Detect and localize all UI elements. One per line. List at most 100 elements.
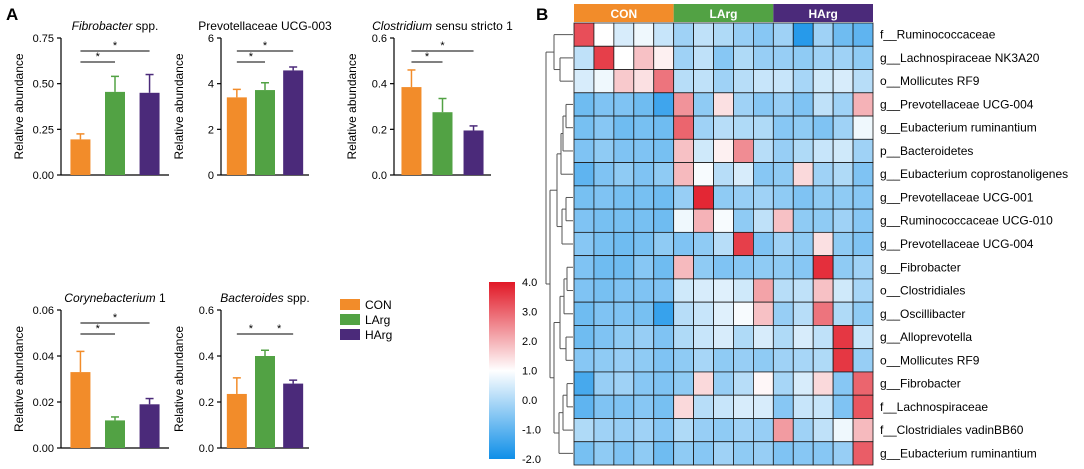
heatmap-cell [593, 162, 615, 187]
heatmap-cell [733, 115, 754, 140]
y-axis-label: Relative abundance [12, 53, 26, 159]
heatmap-cell [753, 138, 774, 163]
heatmap-cell [713, 115, 734, 140]
significance-star: * [440, 40, 445, 52]
heatmap-cell [693, 348, 714, 373]
heatmap-cell [832, 278, 854, 303]
heatmap-cell [613, 138, 635, 163]
heatmap-cell [852, 255, 874, 280]
heatmap-cell [733, 92, 754, 117]
heatmap-cell [693, 208, 714, 233]
heatmap-cell [633, 92, 655, 117]
heatmap-cell [573, 418, 595, 443]
heatmap-cell [812, 185, 834, 210]
heatmap-cell [593, 45, 615, 70]
y-tick-label: 0.02 [33, 397, 54, 409]
heatmap-cell [573, 255, 595, 280]
heatmap-cell [593, 348, 615, 373]
panel-b-heatmap: CON LArg HArg f__Ruminococcaceae g__Lachnosp… [489, 4, 1068, 466]
heatmap-cell [832, 92, 854, 117]
bar-LArg [105, 91, 125, 175]
significance-star: * [249, 323, 254, 335]
group-header-CON [574, 4, 674, 22]
heatmap-cell [832, 185, 854, 210]
heatmap-cell [573, 441, 595, 466]
heatmap-cell [713, 138, 734, 163]
heatmap-cell [753, 115, 774, 140]
heatmap-cell [753, 394, 774, 419]
heatmap-cell [673, 92, 695, 117]
chart-title-part: spp. [132, 19, 158, 33]
row-label: f__Clostridiales vadinBB60 [880, 423, 1024, 437]
heatmap-cell [633, 115, 655, 140]
heatmap-cell [673, 301, 695, 326]
heatmap-cell [832, 325, 854, 350]
colorbar-tick-label: 0.0 [522, 395, 537, 407]
y-tick-label: 0.0 [199, 443, 214, 455]
heatmap-cell [733, 371, 754, 396]
heatmap-cell [593, 371, 615, 396]
heatmap-cell [693, 185, 714, 210]
heatmap-cell [852, 185, 874, 210]
colorbar-tick-label: -2.0 [522, 454, 541, 466]
heatmap-cell [613, 325, 635, 350]
heatmap-cell [832, 45, 854, 70]
significance-star: * [277, 323, 282, 335]
heatmap-cell [852, 138, 874, 163]
heatmap-cell [713, 185, 734, 210]
group-header-label-HArg: HArg [808, 7, 837, 21]
heatmap-cell [772, 92, 794, 117]
significance-star: * [96, 51, 101, 63]
heatmap-cell [573, 278, 595, 303]
y-tick-label: 0.25 [33, 124, 54, 136]
heatmap-cell [733, 255, 754, 280]
heatmap-cell [832, 371, 854, 396]
heatmap-cell [832, 394, 854, 419]
heatmap-cell [733, 231, 754, 257]
heatmap-cell [713, 255, 734, 280]
heatmap-cell [772, 231, 794, 257]
heatmap-cell [832, 441, 854, 466]
heatmap-cell [593, 22, 615, 47]
heatmap-cell [573, 45, 595, 70]
heatmap-cell [753, 441, 774, 466]
group-header-label-CON: CON [610, 7, 637, 21]
heatmap-cell [812, 348, 834, 373]
heatmap-cell [792, 418, 814, 443]
chart-title: Bacteroides spp. [220, 291, 309, 305]
heatmap-cell [832, 255, 854, 280]
heatmap-cell [713, 92, 734, 117]
heatmap-cell [832, 301, 854, 326]
heatmap-cell [812, 162, 834, 187]
heatmap-cell [573, 92, 595, 117]
heatmap-cell [832, 162, 854, 187]
y-tick-label: 0.00 [33, 170, 54, 182]
heatmap-cell [633, 348, 655, 373]
heatmap-cell [772, 418, 794, 443]
bar-chart-3: Clostridium sensu stricto 1 0.0 0.2 0.4 0.6 R… [345, 19, 513, 182]
heatmap-cell [693, 441, 714, 466]
heatmap-cell [792, 208, 814, 233]
heatmap-cell [693, 301, 714, 326]
y-tick-label: 6 [208, 33, 214, 45]
row-label: g__Prevotellaceae UCG-001 [880, 190, 1034, 204]
heatmap-cell [673, 115, 695, 140]
heatmap-cell [713, 441, 734, 466]
row-label: g__Eubacterium ruminantium [880, 121, 1037, 135]
heatmap-cell [593, 69, 615, 94]
heatmap-cell [733, 138, 754, 163]
group-header-label-LArg: LArg [710, 7, 738, 21]
heatmap-cell [832, 418, 854, 443]
heatmap-cell [673, 278, 695, 303]
y-tick-label: 0.4 [372, 79, 387, 91]
heatmap-cell [852, 92, 874, 117]
legend-swatch-CON [340, 299, 360, 310]
heatmap-cell [673, 325, 695, 350]
heatmap-cell [852, 69, 874, 94]
group-header-HArg [773, 4, 873, 22]
y-tick-label: 0.0 [372, 170, 387, 182]
heatmap-cell [753, 231, 774, 257]
heatmap-cell [812, 278, 834, 303]
